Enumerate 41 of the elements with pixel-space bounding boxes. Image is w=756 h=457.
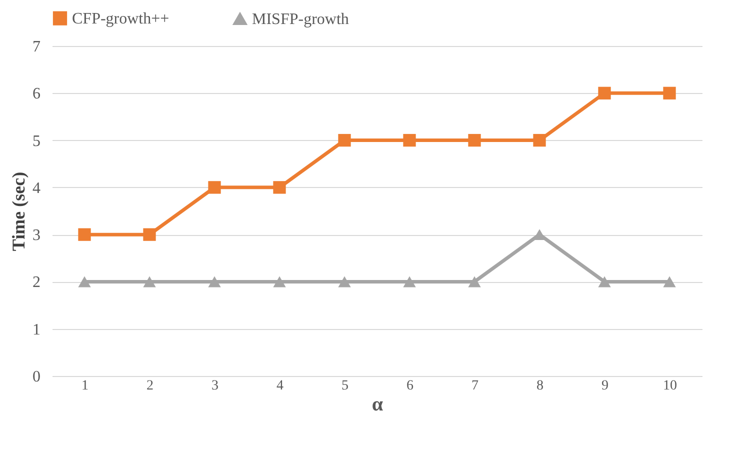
x-tick-label: 2 <box>146 378 154 394</box>
y-tick-label: 2 <box>32 274 40 292</box>
y-tick-label: 4 <box>32 180 40 197</box>
point <box>208 181 221 194</box>
point <box>468 276 481 288</box>
legend-label: CFP-growth++ <box>72 10 170 28</box>
point <box>598 276 611 288</box>
point <box>468 134 481 147</box>
x-tick-label: 9 <box>602 378 608 394</box>
y-axis-title: Time (sec) <box>8 172 28 252</box>
y-tick-label: 7 <box>32 38 40 56</box>
point <box>208 276 221 288</box>
y-tick-label: 5 <box>32 132 40 150</box>
point <box>533 134 546 147</box>
point <box>273 276 286 288</box>
legend-label: MISFP-growth <box>252 10 349 28</box>
y-tick-label: 6 <box>32 86 40 103</box>
point <box>273 181 286 194</box>
point <box>338 134 351 147</box>
point <box>78 276 91 288</box>
point <box>663 86 676 100</box>
x-tick-label: 3 <box>212 378 218 394</box>
x-tick-label: 1 <box>82 378 88 394</box>
point <box>598 86 611 100</box>
x-tick-label: 10 <box>663 378 677 394</box>
y-tick-label: 3 <box>32 227 40 244</box>
point <box>403 276 416 288</box>
point <box>663 276 676 288</box>
x-tick-label: 4 <box>276 378 284 394</box>
y-tick-label: 1 <box>32 321 40 338</box>
x-tick-label: 6 <box>406 378 414 394</box>
x-tick-label: 5 <box>342 378 348 394</box>
x-tick-label: 7 <box>472 378 478 394</box>
point <box>338 276 351 288</box>
x-axis-title: α <box>372 394 384 416</box>
point <box>143 276 156 288</box>
y-tick-label: 0 <box>32 368 40 386</box>
point <box>403 134 416 147</box>
point <box>143 228 156 241</box>
x-tick-label: 8 <box>536 378 544 394</box>
point <box>78 228 91 241</box>
